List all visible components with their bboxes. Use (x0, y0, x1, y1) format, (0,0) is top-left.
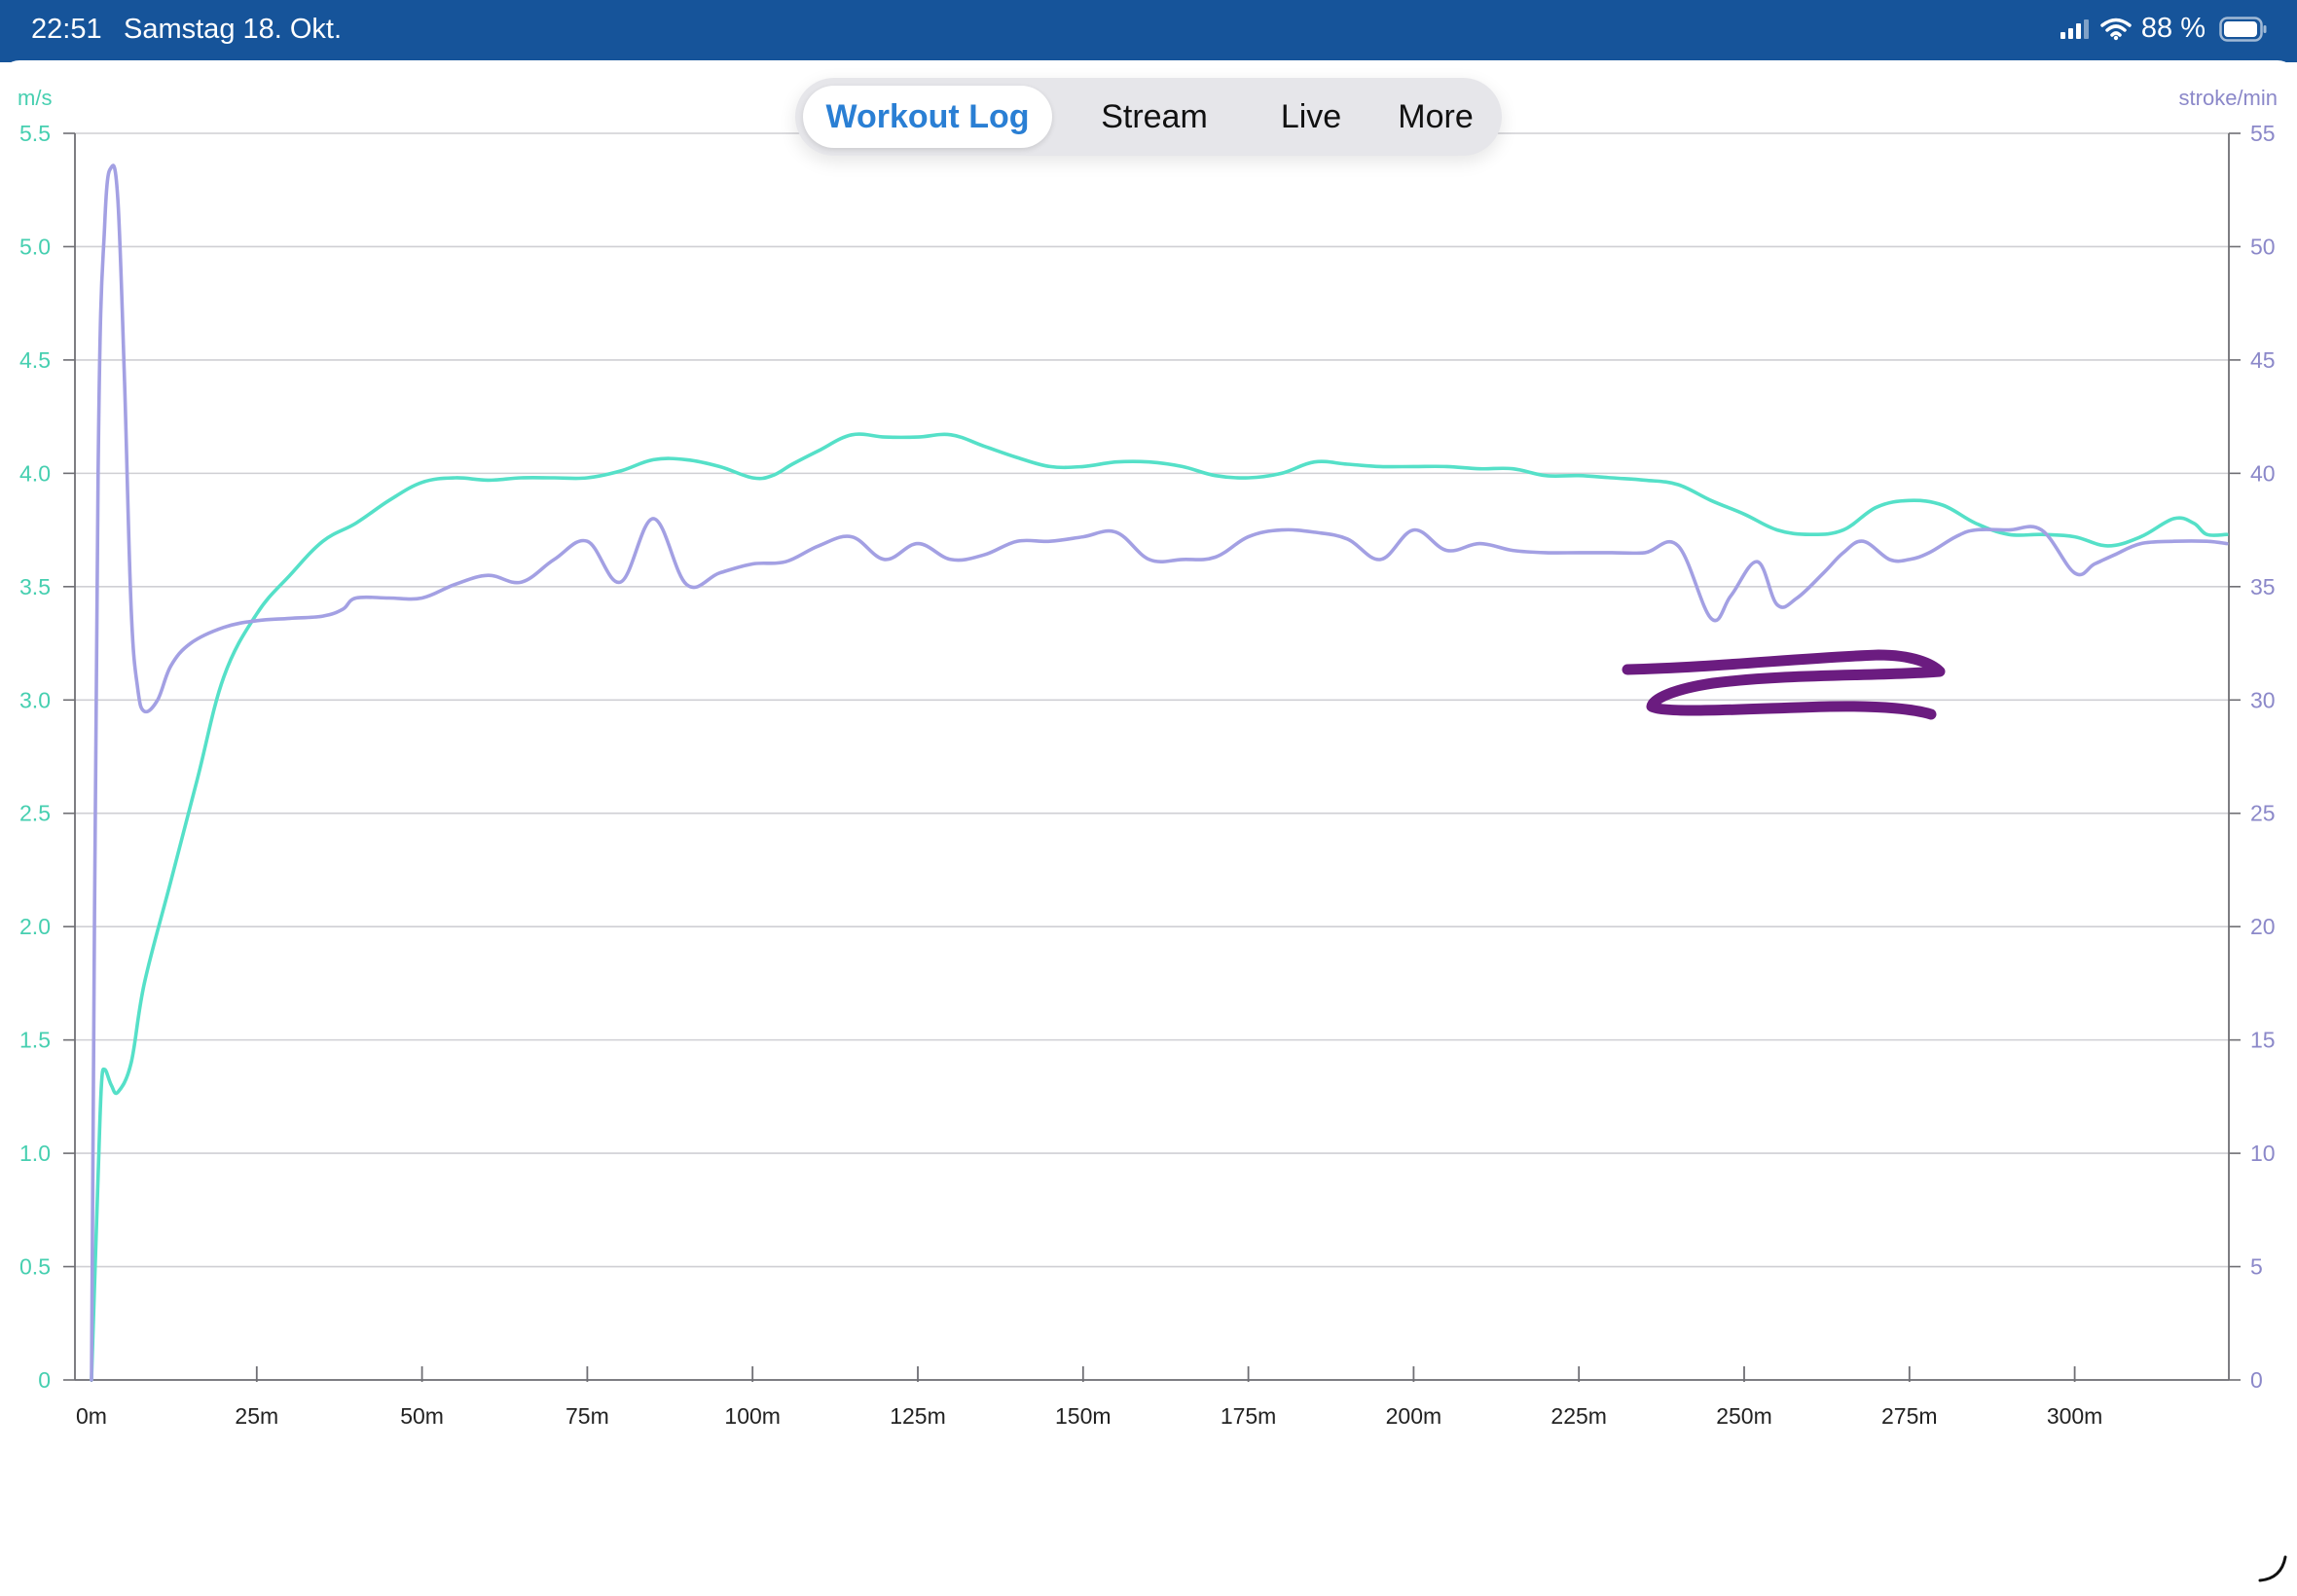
x-tick-label: 300m (2047, 1403, 2103, 1429)
tab-more[interactable]: More (1398, 98, 1474, 135)
status-time: 22:51 (31, 14, 102, 45)
chart-sheet (0, 60, 2297, 1450)
tab-stream[interactable]: Stream (1101, 98, 1208, 135)
left-tick-label: 3.0 (19, 687, 51, 712)
left-tick-label: 1.5 (19, 1028, 51, 1053)
left-tick-label: 5.5 (19, 121, 51, 146)
x-tick-label: 50m (400, 1403, 444, 1429)
x-tick-label: 200m (1386, 1403, 1442, 1429)
tab-live[interactable]: Live (1280, 98, 1342, 135)
right-tick-label: 5 (2250, 1254, 2263, 1280)
left-tick-label: 0.5 (19, 1254, 51, 1280)
x-tick-label: 250m (1716, 1403, 1772, 1429)
series-line-speed (90, 432, 2229, 1382)
x-axis-ticks: 0m 25m 50m 75m 100m 125m 150m 175m 200m 225m 250m 2… (76, 1366, 2102, 1429)
left-tick-label: 3.5 (19, 574, 51, 599)
status-right-group: 88 % (2060, 13, 2268, 45)
right-axis-ticks: 0 5 10 15 20 25 30 35 40 45 50 55 (2229, 121, 2276, 1393)
left-axis-ticks: 0 0.5 1.0 1.5 2.0 2.5 3.0 3.5 4.0 4.5 5.0 5.5 (19, 121, 75, 1393)
series-line-stroke-rate (90, 163, 2229, 1382)
battery-icon (2219, 16, 2267, 42)
left-tick-label: 2.0 (19, 914, 51, 939)
right-tick-label: 45 (2250, 347, 2276, 373)
left-tick-label: 0 (38, 1367, 51, 1393)
x-tick-label: 175m (1221, 1403, 1277, 1429)
left-tick-label: 4.0 (19, 460, 51, 486)
x-tick-label: 100m (724, 1403, 781, 1429)
x-tick-label: 125m (890, 1403, 946, 1429)
right-tick-label: 0 (2250, 1367, 2263, 1393)
left-tick-label: 1.0 (19, 1141, 51, 1166)
left-tick-label: 2.5 (19, 801, 51, 826)
right-tick-label: 20 (2250, 914, 2276, 939)
right-tick-label: 30 (2250, 687, 2276, 712)
x-tick-label: 75m (565, 1403, 609, 1429)
series (90, 163, 2229, 1382)
cellular-signal-icon (2060, 18, 2089, 39)
battery-percent: 88 % (2140, 13, 2206, 44)
left-axis-unit: m/s (18, 86, 52, 110)
bottom-area (0, 1450, 2297, 1596)
right-tick-label: 40 (2250, 460, 2276, 486)
wifi-icon (2100, 18, 2132, 40)
x-tick-label: 275m (1881, 1403, 1938, 1429)
right-tick-label: 50 (2250, 234, 2276, 259)
tab-workout-log[interactable]: Workout Log (803, 86, 1052, 148)
corner-curve-icon (2258, 1555, 2287, 1582)
scribble-annotation (1622, 649, 1946, 720)
right-tick-label: 10 (2250, 1141, 2276, 1166)
x-tick-label: 25m (235, 1403, 278, 1429)
x-tick-label: 225m (1550, 1403, 1607, 1429)
axes (74, 133, 2230, 1381)
right-tick-label: 25 (2250, 801, 2276, 826)
right-tick-label: 15 (2250, 1028, 2276, 1053)
left-tick-label: 5.0 (19, 234, 51, 259)
status-bar: 22:51 Samstag 18. Okt. 88 % (0, 0, 2297, 62)
status-date: Samstag 18. Okt. (124, 14, 343, 45)
right-tick-label: 55 (2250, 121, 2276, 146)
left-tick-label: 4.5 (19, 347, 51, 373)
grid-lines (75, 132, 2229, 1381)
right-axis-unit: stroke/min (2179, 86, 2278, 110)
x-tick-label: 0m (76, 1403, 107, 1429)
x-tick-label: 150m (1055, 1403, 1112, 1429)
right-tick-label: 35 (2250, 574, 2276, 599)
view-tab-bar: Workout Log Stream Live More (795, 78, 1502, 156)
